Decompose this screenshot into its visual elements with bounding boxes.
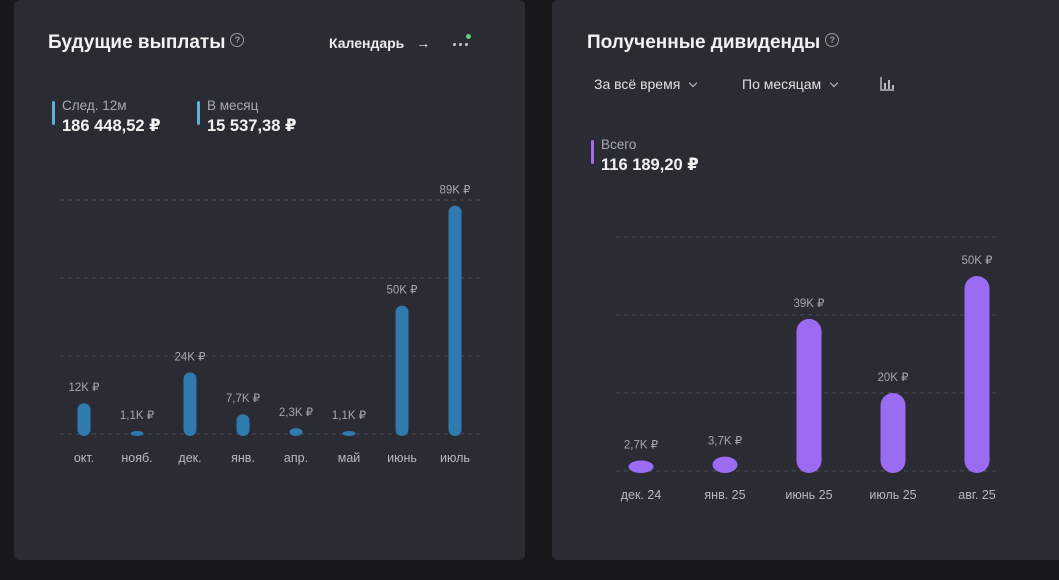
data-label: 24K ₽ bbox=[175, 351, 206, 363]
data-label: 2,3K ₽ bbox=[279, 407, 313, 419]
bar-chart-icon[interactable] bbox=[879, 76, 895, 92]
stat-value: 186 448,52 ₽ bbox=[62, 117, 161, 135]
x-tick-label: июнь 25 bbox=[785, 488, 832, 502]
bar[interactable] bbox=[448, 205, 462, 436]
grouping-select[interactable]: По месяцам bbox=[742, 76, 839, 92]
stat-label: След. 12м bbox=[62, 98, 127, 113]
x-tick-label: дек. bbox=[178, 451, 201, 465]
x-tick-label: май bbox=[338, 451, 361, 465]
bar[interactable] bbox=[342, 431, 356, 436]
help-icon[interactable]: ? bbox=[230, 33, 245, 47]
bar[interactable] bbox=[236, 414, 250, 436]
bar[interactable] bbox=[964, 276, 990, 473]
x-tick-label: июль bbox=[440, 451, 470, 465]
calendar-link[interactable]: Календарь → bbox=[329, 35, 430, 51]
data-label: 1,1K ₽ bbox=[120, 410, 154, 422]
stat-indicator bbox=[52, 101, 55, 125]
x-tick-label: апр. bbox=[284, 451, 308, 465]
bar[interactable] bbox=[289, 428, 303, 436]
x-tick-label: июль 25 bbox=[869, 488, 916, 502]
x-tick-label: окт. bbox=[74, 451, 94, 465]
received-dividends-chart: 2,7K ₽ дек. 24 3,7K ₽ янв. 25 39K ₽ июнь 25 20… bbox=[616, 236, 996, 502]
help-icon[interactable]: ? bbox=[825, 33, 840, 47]
data-label: 50K ₽ bbox=[387, 285, 418, 297]
data-label: 1,1K ₽ bbox=[332, 410, 366, 422]
data-label: 89K ₽ bbox=[440, 185, 471, 197]
received-dividends-card: Полученные дивиденды? За всё время По ме… bbox=[552, 0, 1059, 560]
x-tick-label: авг. 25 bbox=[958, 488, 996, 502]
data-label: 7,7K ₽ bbox=[226, 393, 260, 405]
future-payouts-chart: 12K ₽ окт. 1,1K ₽ нояб. 24K ₽ дек. 7,7K ₽ янв. 2… bbox=[60, 185, 480, 465]
x-tick-label: дек. 24 bbox=[621, 488, 662, 502]
data-label: 2,7K ₽ bbox=[624, 439, 658, 451]
notification-dot bbox=[466, 34, 471, 39]
stat-label: Всего bbox=[601, 137, 637, 152]
data-label: 39K ₽ bbox=[794, 298, 825, 310]
bar[interactable] bbox=[77, 403, 91, 436]
period-select[interactable]: За всё время bbox=[594, 76, 698, 92]
future-payouts-title-text: Будущие выплаты bbox=[48, 32, 226, 53]
data-label: 12K ₽ bbox=[69, 382, 100, 394]
calendar-link-label: Календарь bbox=[329, 35, 405, 51]
received-dividends-title: Полученные дивиденды? bbox=[587, 32, 840, 54]
x-tick-label: нояб. bbox=[121, 451, 152, 465]
period-select-value: За всё время bbox=[594, 76, 681, 92]
bar[interactable] bbox=[796, 318, 822, 473]
bar[interactable] bbox=[628, 460, 654, 473]
data-label: 50K ₽ bbox=[962, 255, 993, 267]
data-label: 20K ₽ bbox=[878, 372, 909, 384]
x-tick-label: янв. 25 bbox=[704, 488, 745, 502]
bar[interactable] bbox=[712, 456, 738, 473]
received-dividends-title-text: Полученные дивиденды bbox=[587, 32, 821, 53]
stat-next-12m: След. 12м 186 448,52 ₽ bbox=[52, 98, 161, 136]
stat-total: Всего 116 189,20 ₽ bbox=[591, 137, 699, 175]
stat-value: 15 537,38 ₽ bbox=[207, 117, 297, 135]
stat-indicator bbox=[591, 140, 594, 164]
future-payouts-card: Будущие выплаты? Календарь → След. 12м 1… bbox=[14, 0, 525, 560]
stat-indicator bbox=[197, 101, 200, 125]
x-tick-label: янв. bbox=[231, 451, 255, 465]
bar[interactable] bbox=[395, 305, 409, 436]
future-payouts-title: Будущие выплаты? bbox=[48, 32, 245, 54]
arrow-right-icon: → bbox=[416, 35, 431, 51]
bar[interactable] bbox=[130, 431, 144, 436]
stat-label: В месяц bbox=[207, 98, 259, 113]
bar[interactable] bbox=[183, 372, 197, 436]
data-label: 3,7K ₽ bbox=[708, 436, 742, 448]
bar[interactable] bbox=[880, 393, 906, 473]
more-menu-icon[interactable] bbox=[452, 34, 472, 50]
x-tick-label: июнь bbox=[387, 451, 417, 465]
stat-per-month: В месяц 15 537,38 ₽ bbox=[197, 98, 296, 136]
grouping-select-value: По месяцам bbox=[742, 76, 822, 92]
stat-value: 116 189,20 ₽ bbox=[601, 156, 699, 174]
